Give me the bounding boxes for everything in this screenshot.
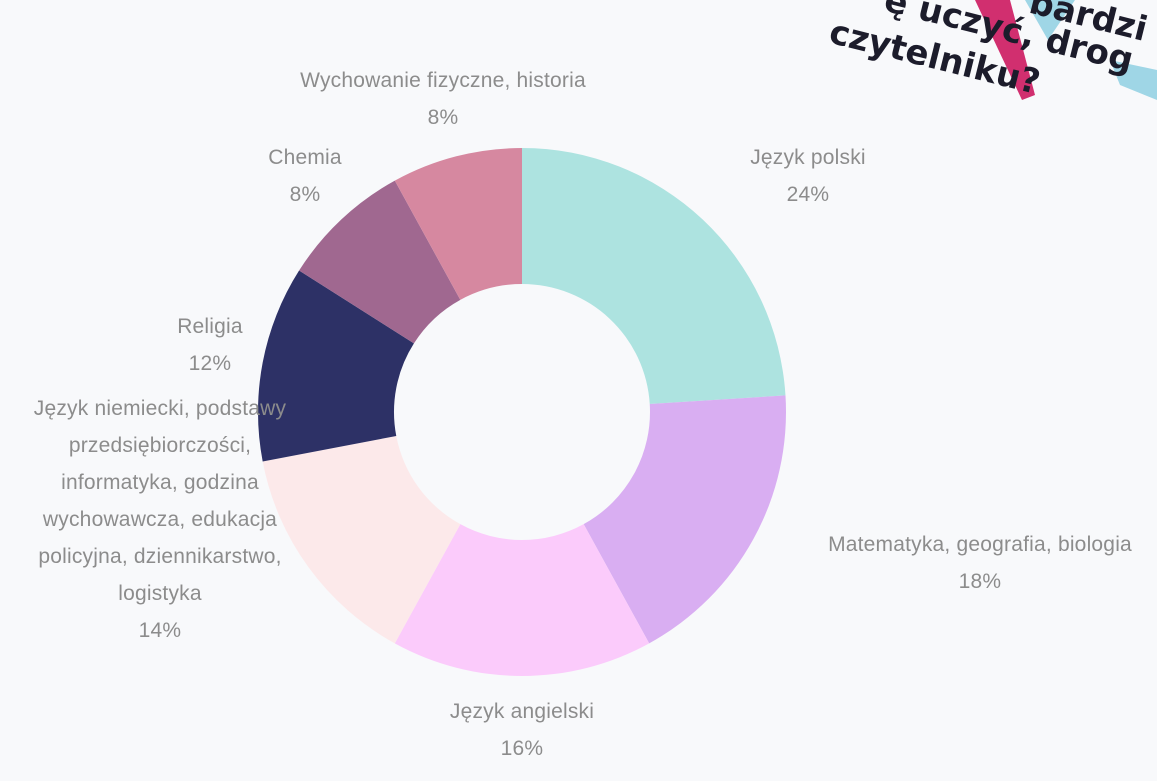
category-label: Język niemiecki, podstawy przedsiębiorcz… <box>10 390 310 612</box>
category-label: Religia <box>110 308 310 345</box>
category-label: Język polski <box>678 139 938 176</box>
slice-label: Język niemiecki, podstawy przedsiębiorcz… <box>10 390 310 649</box>
category-label: Wychowanie fizyczne, historia <box>243 62 643 99</box>
value-label: 8% <box>205 176 405 213</box>
category-label: Matematyka, geografia, biologia <box>795 526 1157 563</box>
page: {"chart_data": {"type": "donut", "catego… <box>0 0 1157 781</box>
value-label: 16% <box>372 730 672 767</box>
category-label: Język angielski <box>372 693 672 730</box>
value-label: 14% <box>10 612 310 649</box>
value-label: 12% <box>110 345 310 382</box>
value-label: 18% <box>795 563 1157 600</box>
value-label: 8% <box>243 99 643 136</box>
category-label: Chemia <box>205 139 405 176</box>
value-label: 24% <box>678 176 938 213</box>
